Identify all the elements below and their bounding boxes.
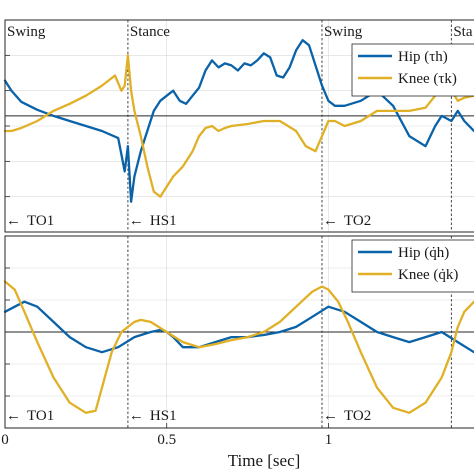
legend-label: Hip (τh) xyxy=(398,49,448,65)
event-label: ← HS1 xyxy=(129,408,177,424)
event-name: TO2 xyxy=(344,213,371,229)
event-arrow: ← xyxy=(323,408,338,424)
event-name: TO2 xyxy=(344,408,371,424)
axes-frame xyxy=(4,235,474,429)
phase-label: Stance xyxy=(130,24,170,40)
phase-label: Swing xyxy=(7,24,46,40)
phase-label: Sta xyxy=(453,24,473,40)
x-tick-label: 1 xyxy=(325,432,333,448)
legend-box xyxy=(351,239,474,293)
axes-frame xyxy=(4,19,474,233)
event-arrow: ← xyxy=(129,213,144,229)
event-name: TO1 xyxy=(27,408,54,424)
event-arrow: ← xyxy=(6,213,21,229)
event-label: ← TO1 xyxy=(6,213,54,229)
event-arrow: ← xyxy=(323,213,338,229)
series-line-knee xyxy=(3,280,474,414)
event-label: ← TO2 xyxy=(323,408,371,424)
series-line-knee xyxy=(3,54,474,198)
series-line-hip xyxy=(3,300,474,354)
phase-label: Swing xyxy=(324,24,363,40)
legend: Hip (τh) Knee (τk) xyxy=(351,43,474,97)
x-tick-label: 0 xyxy=(1,432,9,448)
legend-label: Knee (τk) xyxy=(398,71,457,87)
event-name: TO1 xyxy=(27,213,54,229)
bottom-panel-velocity: ← HS1 ← TO2 ← TO1 Hip (q̇h) Knee (q̇k) 0 0.5 1 xyxy=(1,235,474,448)
x-axis-label: Time [sec] xyxy=(228,451,301,470)
x-tick-label: 0.5 xyxy=(157,432,176,448)
legend-box xyxy=(351,43,474,97)
event-label: ← TO1 xyxy=(6,408,54,424)
legend: Hip (q̇h) Knee (q̇k) xyxy=(351,239,474,293)
legend-label: Knee (q̇k) xyxy=(398,267,458,283)
event-name: HS1 xyxy=(150,408,177,424)
legend-label: Hip (q̇h) xyxy=(398,245,449,261)
event-arrow: ← xyxy=(6,408,21,424)
event-label: ← HS1 xyxy=(129,213,177,229)
event-label: ← TO2 xyxy=(323,213,371,229)
event-name: HS1 xyxy=(150,213,177,229)
event-arrow: ← xyxy=(129,408,144,424)
top-panel-torque: Stance ← HS1 Swing ← TO2 Sta Swing ← TO1 Hip (τh) K… xyxy=(3,19,474,233)
